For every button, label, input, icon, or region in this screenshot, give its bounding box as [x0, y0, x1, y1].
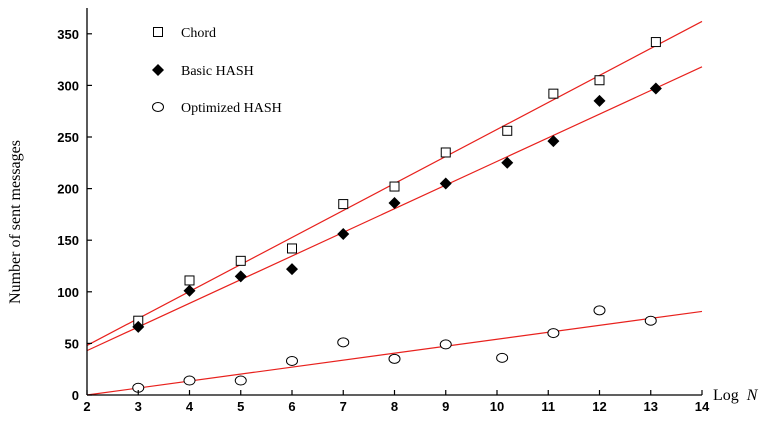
point-optimized-hash	[644, 315, 657, 326]
x-axis-title: Log N	[713, 387, 759, 404]
point-chord	[235, 255, 246, 266]
x-tick-label: 10	[490, 399, 504, 414]
legend-marker-chord	[153, 27, 163, 37]
point-chord	[389, 181, 400, 192]
point-chord	[594, 75, 605, 86]
x-tick-label: 7	[340, 399, 347, 414]
fit-line-optimized-hash	[86, 310, 703, 396]
point-optimized-hash	[496, 352, 509, 363]
point-basic-hash	[593, 94, 606, 107]
y-tick-label: 350	[57, 27, 79, 42]
point-basic-hash	[183, 284, 196, 297]
point-basic-hash	[439, 177, 452, 190]
legend: Chord Basic HASH Optimized HASH	[152, 26, 282, 116]
x-tick-label: 11	[541, 399, 555, 414]
y-tick-label: 150	[57, 233, 79, 248]
point-optimized-hash	[286, 355, 298, 366]
legend-label-chord: Chord	[181, 26, 216, 41]
point-optimized-hash	[337, 337, 350, 348]
point-basic-hash	[286, 263, 298, 276]
point-basic-hash	[132, 320, 145, 333]
point-basic-hash	[501, 156, 514, 169]
point-basic-hash	[337, 228, 350, 241]
point-chord	[338, 199, 349, 210]
point-optimized-hash	[547, 328, 560, 339]
x-tick-label: 12	[592, 399, 606, 414]
x-tick-label: 5	[237, 399, 244, 414]
legend-marker-optimized-hash	[152, 102, 164, 112]
point-optimized-hash	[593, 305, 606, 316]
data-points	[132, 37, 662, 393]
y-tick-label: 250	[57, 130, 79, 145]
point-chord	[650, 37, 661, 48]
y-axis-title: Number of sent messages	[7, 140, 24, 304]
legend-label-basic-hash: Basic HASH	[181, 64, 254, 79]
x-axis-title-log: Log	[713, 387, 739, 404]
point-optimized-hash	[388, 353, 401, 364]
point-chord	[440, 147, 451, 158]
y-tick-label: 200	[57, 182, 79, 197]
legend-marker-basic-hash	[152, 64, 164, 76]
point-optimized-hash	[183, 375, 196, 386]
point-chord	[184, 275, 195, 286]
x-tick-label: 6	[288, 399, 295, 414]
point-chord	[548, 88, 559, 99]
x-tick-label: 14	[695, 399, 710, 414]
point-basic-hash	[388, 197, 401, 210]
x-axis-title-var: N	[746, 387, 759, 404]
point-basic-hash	[649, 82, 662, 95]
y-tick-label: 100	[57, 285, 79, 300]
x-tick-label: 2	[83, 399, 90, 414]
x-tick-label: 13	[644, 399, 658, 414]
x-tick-label: 4	[186, 399, 194, 414]
point-chord	[287, 243, 297, 254]
point-chord	[502, 125, 513, 136]
y-tick-label: 300	[57, 78, 79, 93]
point-optimized-hash	[234, 375, 247, 386]
x-ticks: 2 3 4 5 6 7 8 9 10 11 12 13 14	[83, 390, 710, 414]
x-tick-label: 8	[391, 399, 398, 414]
point-basic-hash	[547, 135, 560, 148]
point-basic-hash	[234, 270, 247, 283]
y-tick-label: 50	[65, 336, 79, 351]
x-tick-label: 3	[135, 399, 142, 414]
y-ticks: 0 50 100 150 200 250 300 350	[57, 27, 92, 403]
point-optimized-hash	[439, 339, 452, 350]
y-tick-label: 0	[72, 388, 79, 403]
x-tick-label: 9	[442, 399, 449, 414]
legend-label-optimized-hash: Optimized HASH	[181, 101, 282, 116]
